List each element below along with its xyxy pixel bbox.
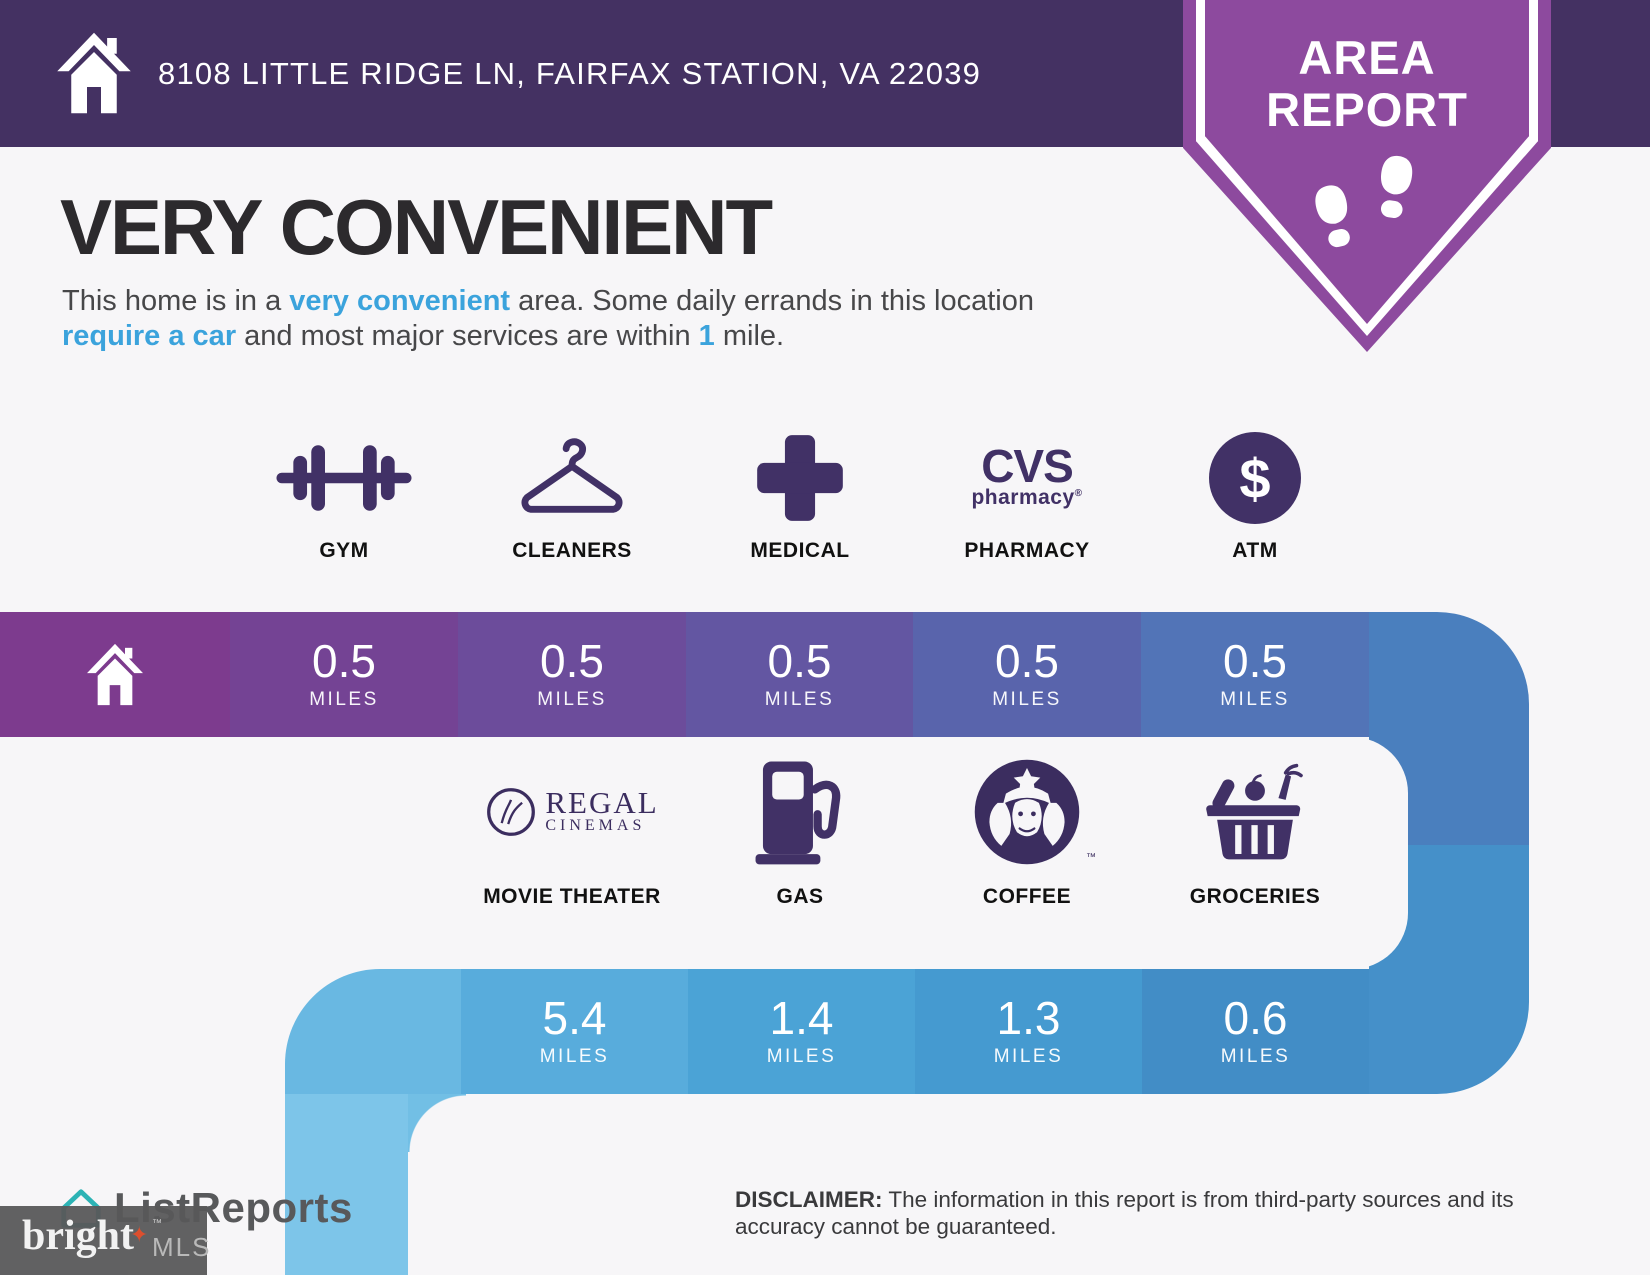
- amenity-atm: $ ATM: [1130, 426, 1380, 563]
- distance-cell-atm: 0.5 MILES: [1141, 612, 1369, 737]
- medical-cross-icon: [675, 426, 925, 530]
- property-address: 8108 LITTLE RIDGE LN, FAIRFAX STATION, V…: [158, 56, 982, 91]
- dollar-circle-icon: $: [1130, 426, 1380, 530]
- amenity-coffee: ™ COFFEE: [902, 748, 1152, 909]
- bright-trademark: ™: [152, 1218, 162, 1229]
- distance-cell-movie-theater: 5.4 MILES: [461, 969, 688, 1094]
- amenity-label: CLEANERS: [512, 539, 632, 562]
- amenity-gym: GYM: [219, 426, 469, 563]
- distance-cell-cleaners: 0.5 MILES: [458, 612, 686, 737]
- amenity-movie-theater: REGAL CINEMAS MOVIE THEATER: [447, 748, 697, 909]
- distance-cell-gas: 1.4 MILES: [688, 969, 915, 1094]
- distance-band-row2: 5.4 MILES 1.4 MILES 1.3 MILES 0.6 MILES: [0, 969, 1650, 1094]
- amenity-label: GROCERIES: [1189, 885, 1321, 908]
- distance-cell-gym: 0.5 MILES: [230, 612, 458, 737]
- hanger-icon: [447, 426, 697, 530]
- amenity-label: MEDICAL: [750, 539, 850, 562]
- dollar-symbol: $: [1239, 446, 1271, 510]
- amenity-label: MOVIE THEATER: [483, 885, 661, 908]
- gas-pump-icon: [675, 748, 925, 876]
- badge-title-line1: AREA: [1298, 31, 1436, 84]
- distance-cell-groceries: 0.6 MILES: [1142, 969, 1369, 1094]
- cvs-brand-name: CVS: [981, 440, 1074, 492]
- regal-brand-sub: CINEMAS: [545, 817, 646, 834]
- amenity-pharmacy: CVS pharmacy® PHARMACY: [902, 426, 1152, 563]
- cvs-pharmacy-logo: CVS pharmacy®: [902, 426, 1152, 530]
- amenity-cleaners: CLEANERS: [447, 426, 697, 563]
- amenity-groceries: GROCERIES: [1130, 748, 1380, 909]
- distance-cell-medical: 0.5 MILES: [686, 612, 913, 737]
- page-title: VERY CONVENIENT: [60, 183, 773, 271]
- amenity-label: PHARMACY: [964, 539, 1090, 562]
- home-icon: [52, 26, 136, 120]
- amenity-label: COFFEE: [982, 885, 1072, 908]
- distance-cell-pharmacy: 0.5 MILES: [913, 612, 1141, 737]
- amenity-label: GYM: [319, 539, 369, 562]
- path-inner-fillet: [408, 1094, 466, 1152]
- regal-cinemas-logo: REGAL CINEMAS: [447, 748, 697, 876]
- grocery-basket-icon: [1130, 748, 1380, 876]
- trademark-symbol: ™: [1086, 852, 1096, 863]
- dumbbell-icon: [219, 426, 469, 530]
- bright-wordmark: bright: [22, 1213, 135, 1259]
- path-left-curve: [285, 969, 461, 1094]
- disclaimer-text: DISCLAIMER: The information in this repo…: [735, 1187, 1514, 1239]
- bright-star-icon: ✦: [130, 1222, 149, 1247]
- badge-title-line2: REPORT: [1266, 83, 1468, 136]
- path-bottom-stripe: [285, 1092, 408, 1275]
- starbucks-logo: ™: [902, 748, 1152, 876]
- mls-wordmark: MLS: [152, 1232, 212, 1262]
- area-report-badge: AREA REPORT: [1183, 0, 1551, 352]
- registered-mark: ®: [1074, 488, 1083, 499]
- distance-band-row1: 0.5 MILES 0.5 MILES 0.5 MILES 0.5 MILES 0.5 M…: [0, 612, 1650, 737]
- amenity-gas: GAS: [675, 748, 925, 909]
- cvs-brand-sub: pharmacy: [971, 486, 1075, 509]
- bright-mls-logo: bright ✦ ™ MLS: [0, 1206, 209, 1275]
- home-origin-cell: [0, 612, 230, 737]
- amenity-label: ATM: [1232, 539, 1278, 562]
- area-description: This home is in a very convenient area. …: [62, 285, 1034, 352]
- disclaimer-label: DISCLAIMER:: [735, 1187, 883, 1212]
- amenity-medical: MEDICAL: [675, 426, 925, 563]
- regal-brand-name: REGAL: [545, 785, 659, 820]
- footprints-icon: [1304, 152, 1430, 287]
- amenity-label: GAS: [776, 885, 824, 908]
- distance-cell-coffee: 1.3 MILES: [915, 969, 1142, 1094]
- path-inner-cutout: [0, 737, 1408, 969]
